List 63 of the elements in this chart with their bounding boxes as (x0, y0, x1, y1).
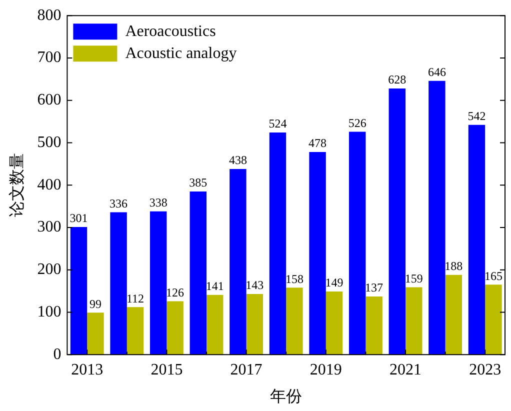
y-tick-label: 100 (37, 303, 62, 320)
bar (230, 169, 246, 355)
y-tick-label: 0 (53, 346, 62, 363)
x-tick-label: 2017 (230, 361, 262, 378)
bar (190, 191, 206, 355)
bar (246, 294, 264, 355)
data-label: 526 (348, 116, 366, 130)
legend-label: Acoustic analogy (125, 44, 237, 62)
bar (326, 291, 343, 355)
data-label: 112 (126, 291, 144, 306)
bar (388, 88, 406, 355)
data-label: 385 (189, 176, 208, 190)
y-tick-label: 700 (37, 49, 62, 66)
x-tick-label: 2019 (310, 361, 342, 378)
bar (428, 80, 446, 355)
bar (406, 287, 422, 355)
x-tick-label: 2023 (469, 361, 502, 378)
data-label: 542 (468, 109, 486, 124)
y-tick-label: 400 (37, 176, 62, 194)
data-label: 478 (308, 136, 327, 150)
bar (110, 212, 127, 355)
bar (309, 152, 326, 355)
bar (206, 294, 224, 355)
data-label: 149 (325, 276, 344, 290)
x-tick-label: 2013 (71, 361, 104, 378)
bar (468, 124, 486, 355)
data-label: 158 (285, 272, 304, 286)
legend-label: Aeroacoustics (125, 22, 216, 40)
data-label: 646 (428, 65, 446, 80)
bar (87, 312, 104, 355)
data-label: 165 (484, 268, 502, 283)
bar (166, 301, 184, 355)
x-axis-title: 年份 (270, 388, 302, 406)
data-label: 141 (206, 279, 224, 294)
data-label: 338 (149, 196, 168, 210)
y-tick-label: 500 (37, 134, 62, 151)
data-label: 438 (228, 153, 247, 168)
bar (485, 284, 502, 355)
data-label: 188 (444, 259, 463, 274)
data-label: 99 (89, 296, 102, 311)
bar (445, 274, 462, 355)
data-label: 628 (388, 72, 406, 87)
data-label: 126 (166, 285, 184, 300)
bar (366, 296, 382, 355)
x-tick-label: 2015 (150, 361, 183, 378)
bar (150, 211, 167, 355)
data-label: 524 (268, 116, 287, 131)
data-label: 336 (110, 196, 128, 210)
y-axis-title: 论文数量 (8, 153, 26, 218)
data-label: 159 (404, 271, 423, 286)
data-label: 143 (246, 278, 264, 292)
y-tick-label: 600 (37, 92, 62, 109)
y-tick-label: 800 (37, 6, 62, 24)
bar (286, 288, 303, 355)
data-label: 301 (70, 211, 88, 226)
y-tick-label: 200 (37, 261, 62, 278)
bar (70, 227, 88, 355)
bar (348, 132, 366, 355)
data-label: 137 (365, 280, 384, 295)
y-tick-label: 300 (37, 218, 62, 236)
bar (269, 132, 286, 355)
bar (126, 307, 144, 355)
x-tick-label: 2021 (390, 361, 422, 378)
